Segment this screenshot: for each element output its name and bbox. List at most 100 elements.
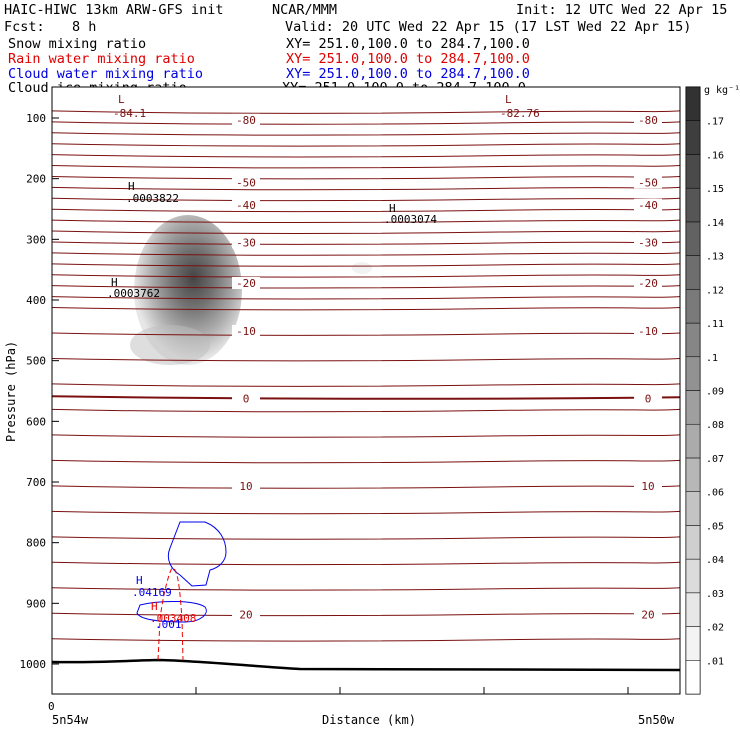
isotherm-label-bg [634, 198, 662, 211]
isotherm-label: 20 [239, 608, 252, 621]
y-tick-label: 600 [26, 415, 46, 428]
colorbar-label: .1 [706, 353, 718, 364]
colorbar-label: .17 [706, 117, 724, 128]
colorbar-unit: g kg⁻¹ [704, 85, 740, 96]
extrema-annotations: L -84.1 L -82.76 H .0003822 H .0003074 H… [107, 93, 540, 631]
colorbar-swatch [685, 221, 701, 256]
isotherm-label-bg [232, 277, 260, 290]
colorbar-label: .02 [706, 623, 724, 634]
field-snow-xy: XY= 251.0,100.0 to 284.7,100.0 [286, 36, 530, 52]
isotherm-label-bg [232, 392, 260, 405]
isotherm-label-bg [232, 324, 260, 337]
isotherm-label-bg [634, 113, 662, 126]
isotherm-line [52, 263, 680, 267]
y-axis: 100 200 300 400 500 600 700 800 900 1000 [20, 112, 59, 671]
colorbar-swatch [685, 390, 701, 425]
y-tick-label: 700 [26, 476, 46, 489]
isotherm-zero-line [52, 395, 680, 400]
isotherm-label: 0 [243, 392, 250, 405]
field-snow-name: Snow mixing ratio [8, 36, 147, 52]
high-marker: H [128, 180, 135, 193]
colorbar-label: .05 [706, 521, 724, 532]
high-value-2: .0003074 [384, 213, 437, 226]
colorbar-label: .15 [706, 184, 724, 195]
colorbar-swatch [685, 120, 701, 155]
isotherm-labels: -80 -80 -50 -50 -40 -40 -30 -30 -20 -20 -10 -10 0 0 10… [232, 113, 662, 621]
terrain-surface-line [52, 658, 680, 672]
isotherm-label-bg [634, 392, 662, 405]
colorbar-swatch [685, 86, 701, 121]
high-value-5: .003408 [150, 612, 196, 625]
isotherm-line [52, 357, 680, 362]
x-axis: 0 5n54w 5n50w Distance (km) [48, 687, 675, 727]
isotherm-label-bg [634, 324, 662, 337]
colorbar-swatch [685, 423, 701, 459]
isotherm-line [52, 638, 680, 642]
field-cloudwater-xy: XY= 251.0,100.0 to 284.7,100.0 [286, 66, 530, 82]
colorbar: .01 .02 .03 .04 .05 .06 .07 .08 .09 .1 .11 .12 .13 .1… [685, 86, 724, 695]
y-axis-title: Pressure (hPa) [4, 341, 18, 442]
y-tick-label: 800 [26, 537, 46, 550]
isotherm-label-bg [634, 176, 662, 189]
isotherm-line [52, 536, 680, 540]
isotherm-line [52, 408, 680, 413]
colorbar-swatch [685, 154, 701, 189]
isotherm-label: -50 [236, 176, 256, 189]
cloud-water-value: .001 [155, 618, 182, 631]
isotherm-line [52, 219, 680, 224]
isotherm-label: -10 [236, 325, 256, 338]
valid-time: Valid: 20 UTC Wed 22 Apr 15 (17 LST Wed … [285, 19, 692, 35]
isotherm-label: -30 [236, 236, 256, 249]
isotherm-label-bg [634, 236, 662, 249]
isotherm-line [52, 154, 680, 158]
isotherm-label-bg [634, 277, 662, 290]
high-marker: H [389, 202, 396, 215]
colorbar-swatch [685, 592, 701, 627]
model-title: HAIC-HIWC 13km ARW-GFS init [4, 2, 224, 18]
high-value-3: .0003762 [107, 287, 160, 300]
y-tick-label: 300 [26, 233, 46, 246]
isotherm-line [52, 143, 680, 147]
low-value-2: -82.76 [500, 107, 540, 120]
isotherm-label: 0 [645, 392, 652, 405]
high-value-1: .0003822 [126, 192, 179, 205]
isotherm-label: -40 [236, 199, 256, 212]
isotherm-label-bg [232, 176, 260, 189]
y-tick-label: 400 [26, 294, 46, 307]
y-tick-label: 100 [26, 112, 46, 125]
colorbar-label: .08 [706, 420, 724, 431]
high-marker: H [136, 574, 143, 587]
isotherm-label: 20 [641, 608, 654, 621]
colorbar-label: .14 [706, 218, 724, 229]
colorbar-swatch [685, 187, 701, 223]
x-axis-title: Distance (km) [322, 713, 416, 727]
colorbar-swatch [685, 491, 701, 526]
x-end-label: 5n50w [638, 713, 675, 727]
colorbar-label: .07 [706, 454, 724, 465]
low-marker: L [505, 93, 512, 106]
colorbar-label: .13 [706, 252, 724, 263]
isotherm-line [52, 434, 680, 438]
field-rain-xy: XY= 251.0,100.0 to 284.7,100.0 [286, 51, 530, 67]
isotherm-line [52, 459, 680, 464]
y-tick-label: 200 [26, 173, 46, 186]
colorbar-swatch [685, 356, 701, 391]
colorbar-swatch [685, 322, 701, 358]
colorbar-label: .12 [706, 285, 724, 296]
isotherm-line [52, 252, 680, 256]
isotherm-label: -80 [236, 114, 256, 127]
isotherm-label: -40 [638, 199, 658, 212]
colorbar-label: .06 [706, 488, 724, 499]
isotherm-line [52, 587, 680, 591]
high-value-4: .04169 [132, 586, 172, 599]
high-marker: H [151, 600, 158, 613]
isotherm-line [52, 296, 680, 300]
isotherm-label: -10 [638, 325, 658, 338]
colorbar-swatch [685, 626, 701, 661]
cloud-water-contour-upper [167, 521, 227, 587]
isotherm-lines [52, 110, 680, 642]
isotherm-label: -20 [638, 277, 658, 290]
isotherm-line [52, 165, 680, 169]
init-time: Init: 12 UTC Wed 22 Apr 15 [516, 2, 728, 18]
